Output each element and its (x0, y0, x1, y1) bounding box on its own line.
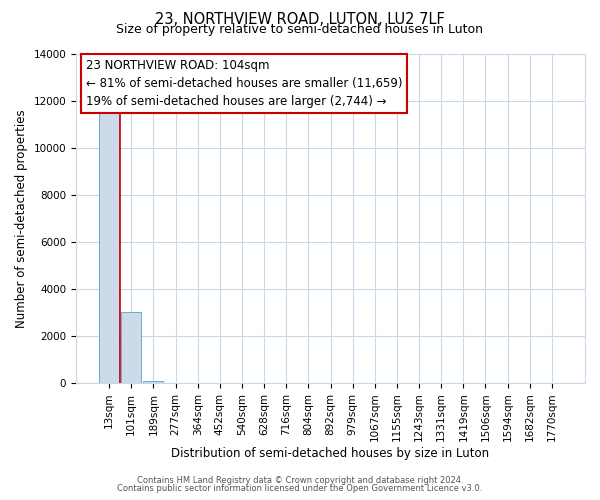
X-axis label: Distribution of semi-detached houses by size in Luton: Distribution of semi-detached houses by … (172, 447, 490, 460)
Text: Contains public sector information licensed under the Open Government Licence v3: Contains public sector information licen… (118, 484, 482, 493)
Text: Size of property relative to semi-detached houses in Luton: Size of property relative to semi-detach… (116, 24, 484, 36)
Text: 23, NORTHVIEW ROAD, LUTON, LU2 7LF: 23, NORTHVIEW ROAD, LUTON, LU2 7LF (155, 12, 445, 28)
Bar (143, 380, 163, 383)
Text: 23 NORTHVIEW ROAD: 104sqm
← 81% of semi-detached houses are smaller (11,659)
19%: 23 NORTHVIEW ROAD: 104sqm ← 81% of semi-… (86, 59, 403, 108)
Bar (121, 312, 141, 383)
Text: Contains HM Land Registry data © Crown copyright and database right 2024.: Contains HM Land Registry data © Crown c… (137, 476, 463, 485)
Bar (99, 112, 119, 383)
Y-axis label: Number of semi-detached properties: Number of semi-detached properties (15, 109, 28, 328)
